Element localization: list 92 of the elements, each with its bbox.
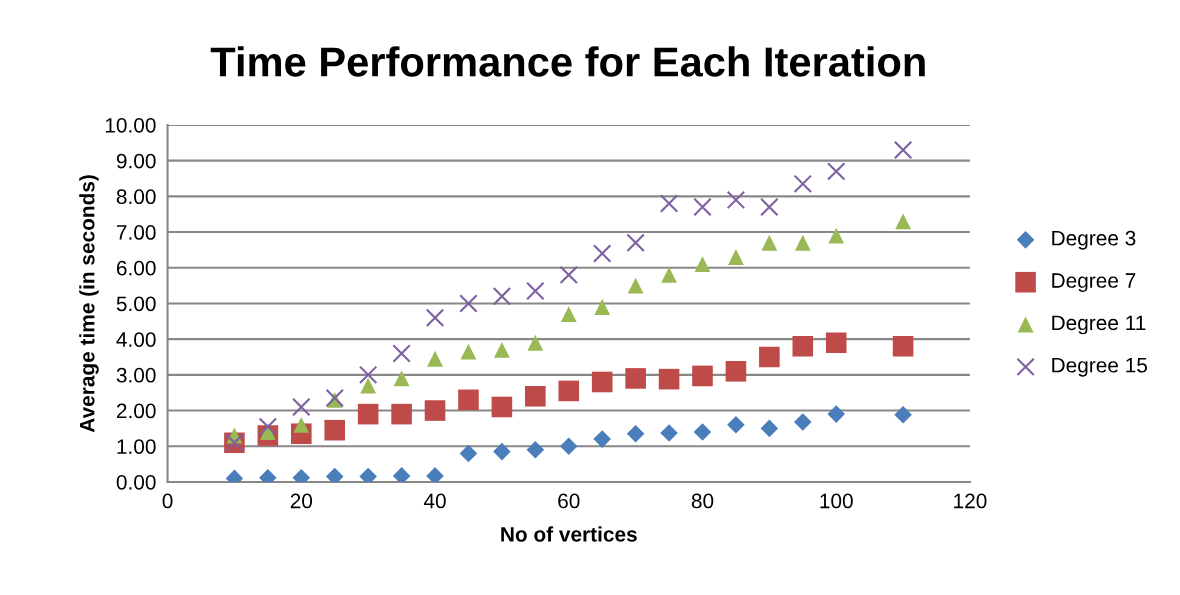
point: [659, 194, 679, 213]
point: [727, 416, 745, 434]
point: [760, 197, 779, 217]
y-tick-label: 6.00: [116, 260, 156, 276]
point: [424, 400, 446, 421]
point: [593, 430, 611, 448]
point: [728, 249, 744, 265]
point: [692, 365, 713, 387]
point: [358, 365, 378, 385]
point: [761, 234, 778, 251]
point: [792, 335, 814, 357]
y-tick-label: 9.00: [116, 153, 156, 169]
x-tick-label: 60: [558, 493, 580, 509]
point: [591, 371, 613, 393]
point: [459, 294, 478, 313]
point: [493, 341, 510, 358]
x-tick-label: 20: [290, 493, 313, 509]
point: [391, 403, 412, 425]
chart-title: Time Performance for Each Iteration: [210, 46, 925, 77]
point: [759, 346, 780, 368]
point: [658, 368, 680, 390]
point: [827, 405, 846, 423]
point: [292, 397, 311, 417]
x-axis-title: No of vertices: [501, 526, 637, 542]
point: [491, 396, 513, 418]
y-axis-title: Average time (in seconds): [79, 175, 99, 433]
point: [525, 385, 546, 407]
y-tick-label: 4.00: [116, 332, 156, 347]
point: [526, 281, 545, 301]
legend-label: Degree 11: [1052, 315, 1146, 335]
point: [459, 444, 478, 463]
y-tick-label: 8.00: [116, 189, 156, 205]
y-tick-label: 2.00: [116, 403, 156, 419]
point: [426, 467, 444, 482]
y-tick-label: 0.00: [116, 474, 156, 490]
point: [793, 174, 813, 194]
point: [693, 197, 712, 217]
point: [626, 233, 645, 253]
point: [324, 419, 346, 441]
point: [627, 277, 644, 294]
y-tick-label: 3.00: [116, 367, 156, 383]
point: [427, 350, 443, 367]
point: [594, 299, 611, 315]
point: [425, 308, 445, 327]
point: [592, 244, 612, 263]
point: [826, 162, 846, 181]
point: [393, 370, 410, 387]
point: [526, 441, 545, 459]
y-tick-label: 10.00: [105, 117, 156, 133]
y-tick-label: 7.00: [116, 225, 156, 240]
point: [360, 377, 377, 394]
point: [828, 227, 845, 244]
point: [794, 234, 811, 251]
legend-label: Degree 15: [1052, 358, 1148, 377]
point: [357, 403, 379, 425]
point: [392, 344, 411, 363]
point: [458, 389, 479, 411]
point: [460, 343, 477, 360]
legend-label: Degree 3: [1052, 230, 1136, 250]
point: [392, 467, 411, 482]
point: [293, 416, 310, 433]
point: [825, 332, 847, 354]
y-tick-label: 1.00: [117, 439, 156, 454]
point: [527, 334, 544, 351]
point: [895, 213, 912, 230]
point: [661, 266, 677, 283]
point: [725, 360, 747, 382]
point: [559, 437, 578, 456]
point: [760, 419, 779, 438]
x-tick-label: 0: [162, 493, 173, 509]
point: [559, 265, 579, 285]
legend-label: Degree 7: [1052, 273, 1136, 292]
point: [492, 287, 512, 306]
point: [893, 140, 913, 160]
point: [693, 423, 712, 441]
x-tick-label: 100: [820, 493, 853, 509]
point: [493, 442, 511, 461]
point: [660, 424, 678, 442]
point: [558, 380, 580, 402]
point: [560, 306, 577, 323]
y-tick-label: 5.00: [116, 296, 156, 312]
point: [258, 417, 278, 436]
point: [794, 413, 812, 431]
x-tick-label: 40: [423, 493, 446, 509]
point: [894, 406, 912, 424]
x-tick-label: 80: [691, 493, 714, 509]
point: [694, 256, 711, 273]
point: [726, 190, 746, 210]
x-tick-label: 120: [954, 493, 987, 509]
point: [892, 335, 914, 357]
point: [626, 424, 645, 443]
point: [625, 368, 646, 389]
